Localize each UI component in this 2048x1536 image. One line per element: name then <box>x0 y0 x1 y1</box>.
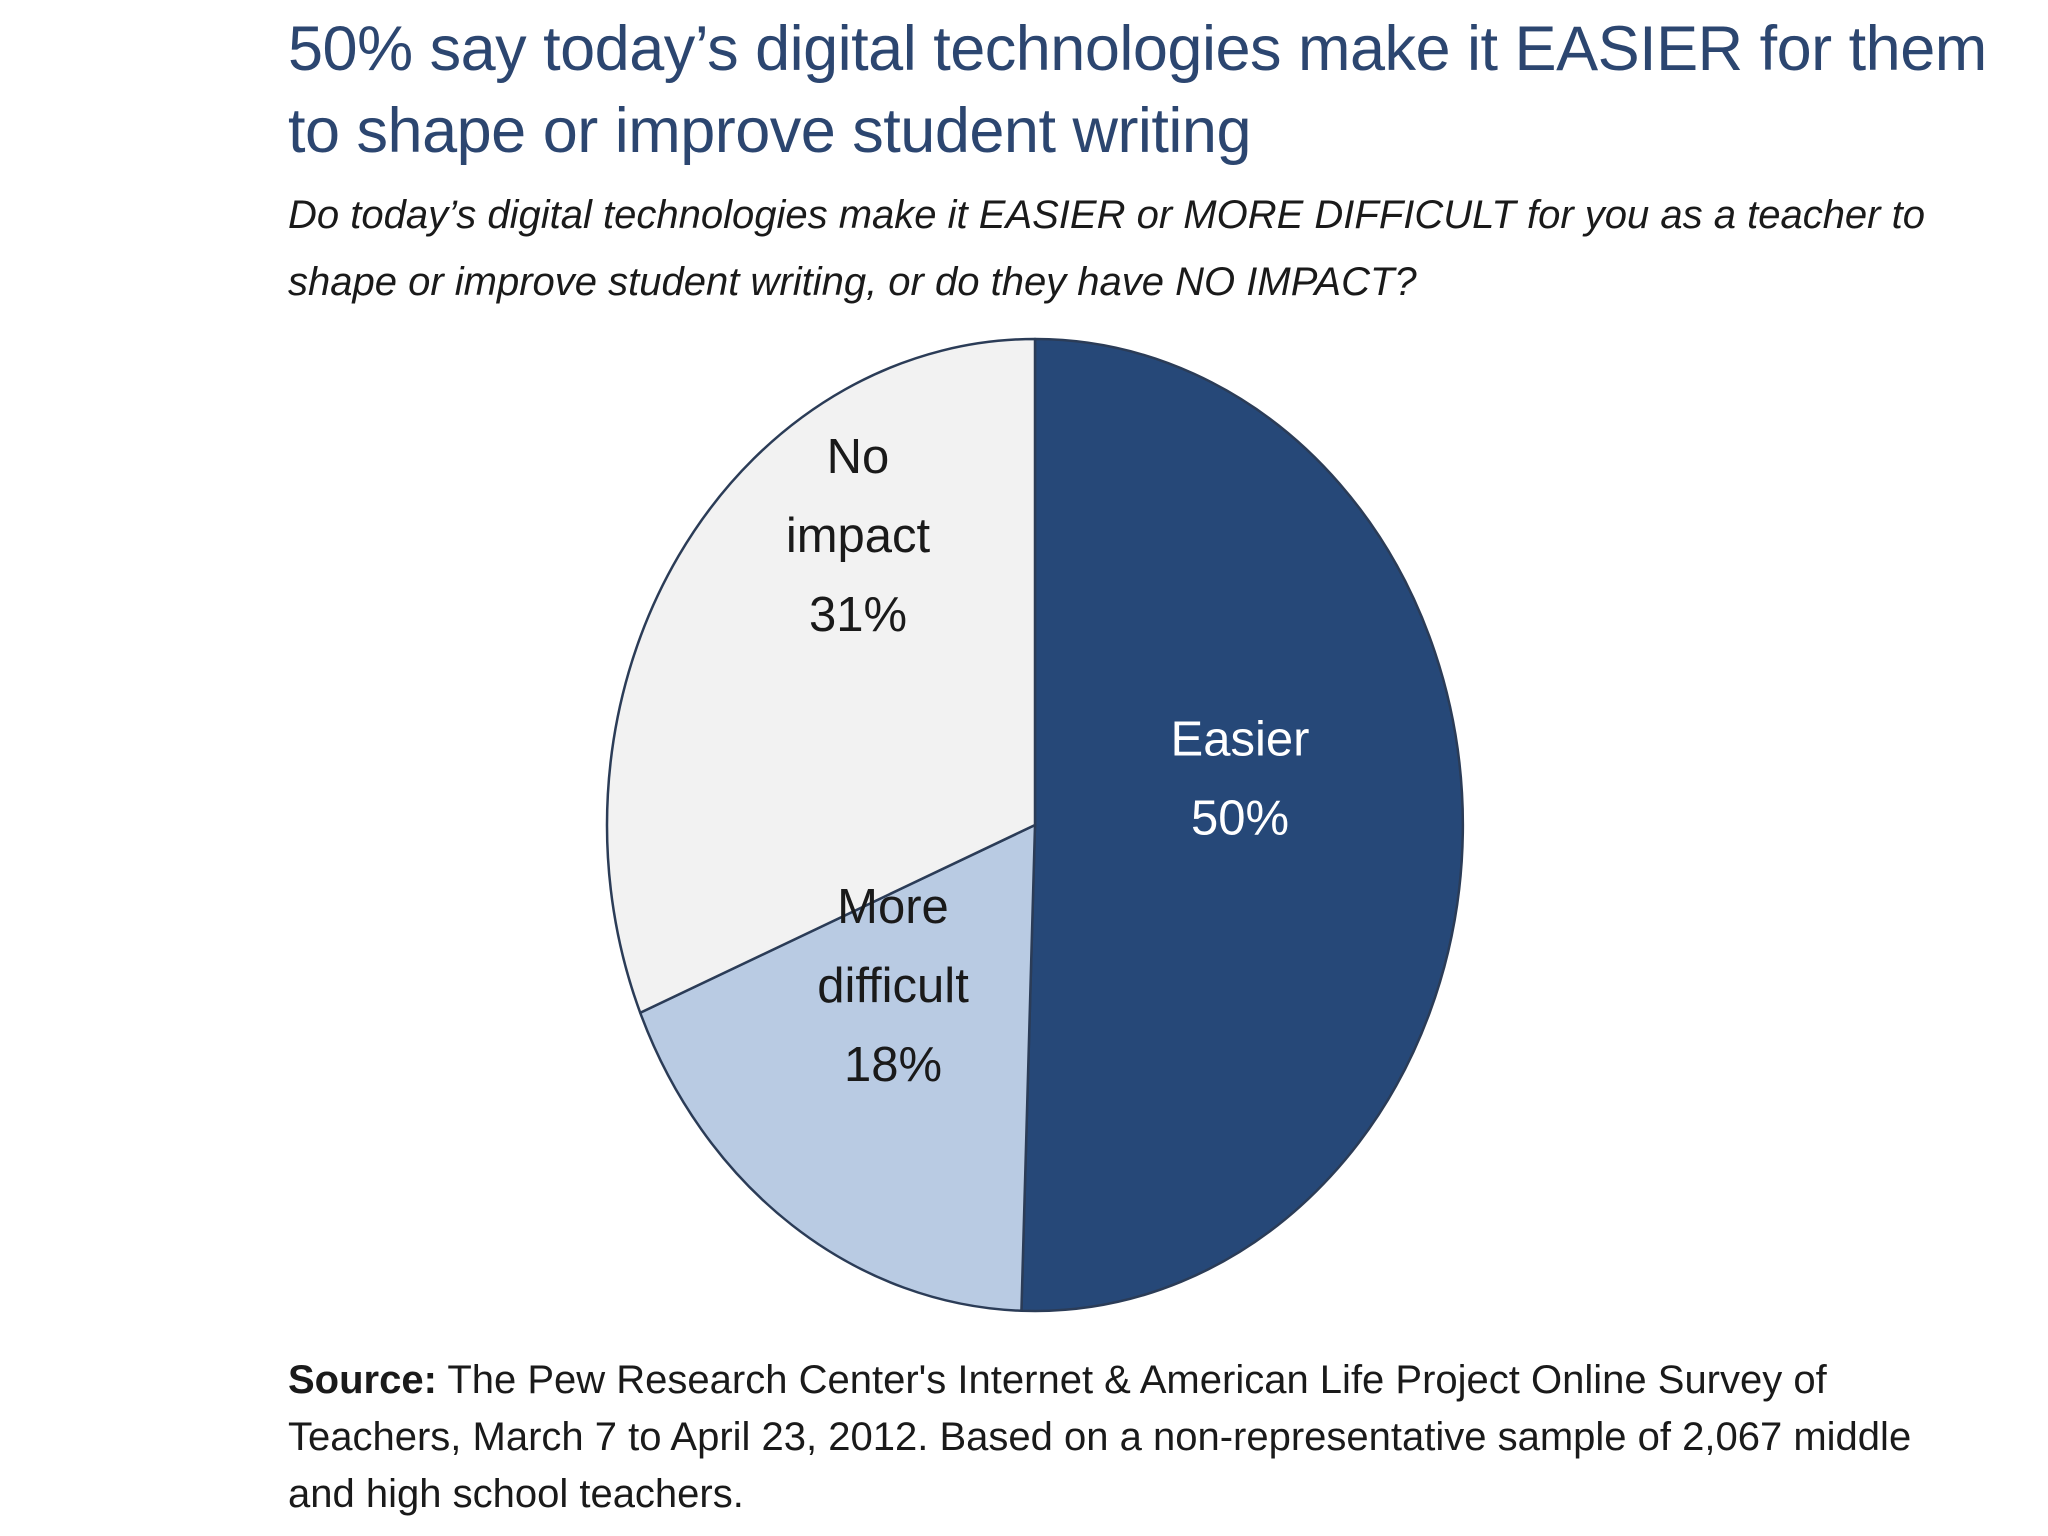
slice-category-label: No <box>827 430 890 484</box>
slice-category-label: impact <box>786 509 931 563</box>
chart-subtitle: Do today’s digital technologies make it … <box>288 193 1925 304</box>
chart-title: 50% say today’s digital technologies mak… <box>288 14 1987 166</box>
pie-slice-more-difficult <box>638 823 1037 1313</box>
source-note: Source: The Pew Research Center's Intern… <box>288 1352 1988 1523</box>
slice-value-label: 31% <box>809 588 907 642</box>
slice-value-label: 50% <box>1191 792 1289 846</box>
slice-category-label: difficult <box>817 959 969 1013</box>
slice-label-easier: Easier 50% <box>1171 713 1310 846</box>
slice-category-label: More <box>837 880 949 934</box>
pie-slice-easier <box>1020 337 1465 1313</box>
slice-label-no-impact: No impact 31% <box>786 430 931 642</box>
pie-chart: Easier 50% More difficult 18% No impact 31% <box>605 337 1465 1313</box>
source-text: The Pew Research Center's Internet & Ame… <box>288 1358 1912 1516</box>
slice-value-label: 18% <box>844 1038 942 1092</box>
slice-category-label: Easier <box>1171 713 1310 767</box>
pie-slice-no-impact <box>605 337 1037 1015</box>
source-lead: Source: <box>288 1358 437 1402</box>
slice-label-more-difficult: More difficult 18% <box>817 880 969 1092</box>
